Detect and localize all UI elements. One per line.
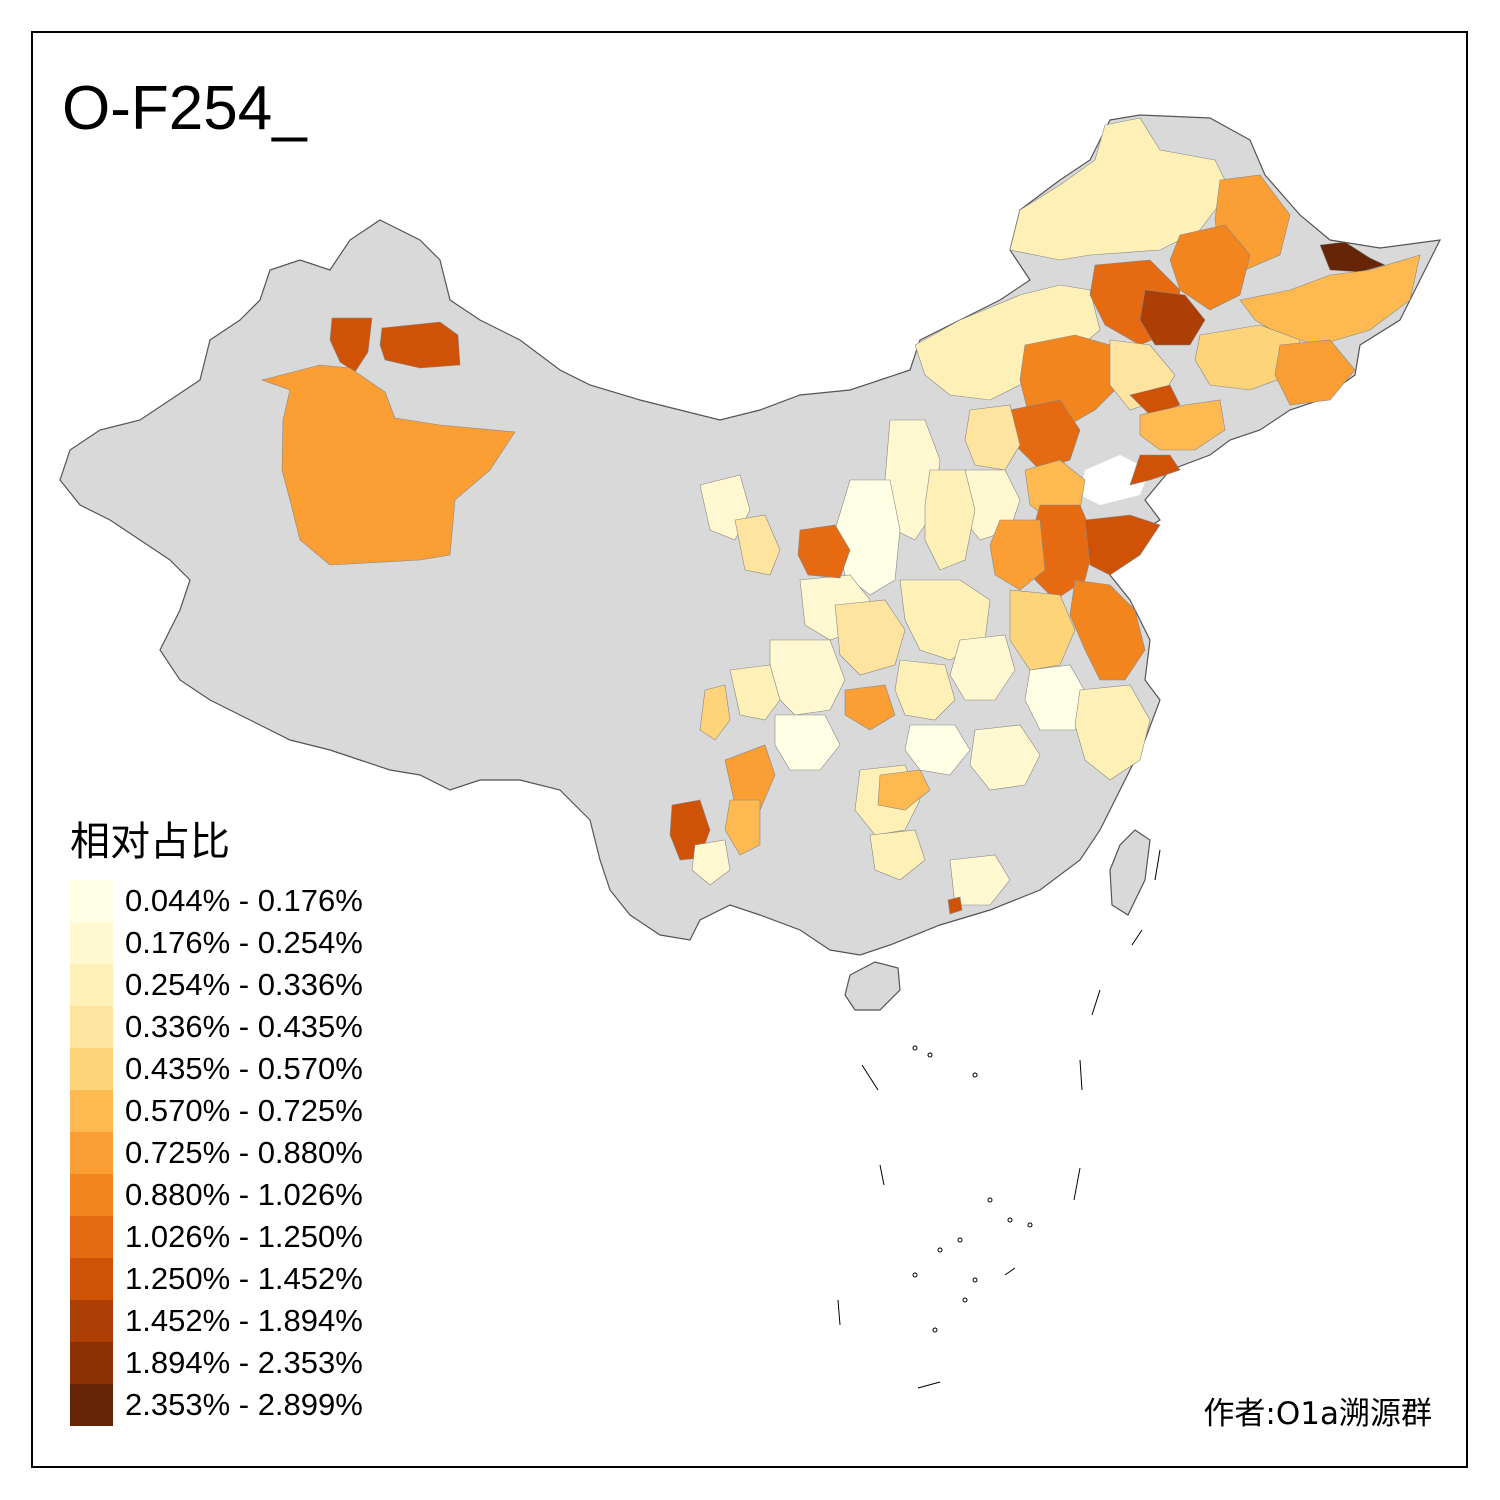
legend-item: 1.026% - 1.250% xyxy=(70,1216,363,1258)
region-area xyxy=(379,321,461,369)
legend-label: 1.026% - 1.250% xyxy=(125,1219,363,1254)
legend-rows: 0.044% - 0.176% 0.176% - 0.254% 0.254% - 0… xyxy=(70,880,363,1426)
legend-swatch xyxy=(70,1384,113,1426)
region-area xyxy=(1084,514,1161,576)
legend-swatch xyxy=(70,1342,113,1384)
region-area xyxy=(797,524,851,579)
region-area xyxy=(691,839,731,886)
legend-swatch xyxy=(70,964,113,1006)
region-area xyxy=(1319,241,1386,273)
region-area xyxy=(844,684,896,731)
legend-title: 相对占比 xyxy=(70,819,230,865)
legend-item: 0.880% - 1.026% xyxy=(70,1174,363,1216)
region-area xyxy=(774,714,841,771)
region-area xyxy=(1129,384,1181,416)
map-frame xyxy=(31,31,1468,1468)
legend-swatch xyxy=(70,1174,113,1216)
legend-label: 0.176% - 0.254% xyxy=(125,925,363,960)
legend-item: 0.570% - 0.725% xyxy=(70,1090,363,1132)
region-area xyxy=(969,724,1041,791)
legend-item: 0.044% - 0.176% xyxy=(70,880,363,922)
legend-item: 0.176% - 0.254% xyxy=(70,922,363,964)
region-area xyxy=(949,854,1011,906)
region-area xyxy=(834,599,906,676)
region-area xyxy=(1009,589,1076,671)
legend-item: 2.353% - 2.899% xyxy=(70,1384,363,1426)
legend-item: 1.894% - 2.353% xyxy=(70,1342,363,1384)
legend-swatch xyxy=(70,1300,113,1342)
legend-label: 0.435% - 0.570% xyxy=(125,1051,363,1086)
legend-swatch xyxy=(70,1048,113,1090)
region-area xyxy=(947,896,963,915)
legend-label: 0.254% - 0.336% xyxy=(125,967,363,1002)
region-area xyxy=(1139,399,1226,451)
region-area xyxy=(1169,224,1251,311)
region-area xyxy=(729,664,781,721)
region-area xyxy=(1024,664,1091,731)
legend-item: 0.254% - 0.336% xyxy=(70,964,363,1006)
legend-swatch xyxy=(70,922,113,964)
region-area xyxy=(1194,324,1301,391)
region-area xyxy=(904,724,971,776)
legend-label: 1.250% - 1.452% xyxy=(125,1261,363,1296)
legend-label: 0.725% - 0.880% xyxy=(125,1135,363,1170)
region-area xyxy=(1069,579,1146,681)
author-credit: 作者:O1a溯源群 xyxy=(1203,1396,1432,1432)
legend-label: 1.894% - 2.353% xyxy=(125,1345,363,1380)
region-area xyxy=(949,634,1016,701)
region-area xyxy=(989,519,1046,591)
legend-swatch xyxy=(70,1132,113,1174)
legend-label: 0.336% - 0.435% xyxy=(125,1009,363,1044)
region-area xyxy=(734,514,781,576)
region-fills xyxy=(260,117,1421,915)
legend-label: 1.452% - 1.894% xyxy=(125,1303,363,1338)
region-area xyxy=(724,799,761,856)
region-area xyxy=(260,364,516,566)
bohai-sea xyxy=(1080,455,1150,505)
region-area xyxy=(1074,684,1151,781)
legend-item: 0.725% - 0.880% xyxy=(70,1132,363,1174)
legend-swatch xyxy=(70,1258,113,1300)
region-area xyxy=(724,744,776,811)
hainan-island xyxy=(844,961,901,1011)
legend-label: 0.044% - 0.176% xyxy=(125,883,363,918)
south-china-sea-islands xyxy=(837,849,1161,1389)
region-area xyxy=(1274,339,1356,406)
region-area xyxy=(1129,454,1181,486)
region-area xyxy=(877,769,931,811)
map-title: O-F254_ xyxy=(62,74,307,143)
region-area xyxy=(1009,117,1231,261)
legend-item: 0.435% - 0.570% xyxy=(70,1048,363,1090)
region-area xyxy=(924,469,976,571)
region-area xyxy=(894,659,956,721)
legend-item: 0.336% - 0.435% xyxy=(70,1006,363,1048)
region-area xyxy=(869,829,926,881)
legend: 相对占比 0.044% - 0.176% 0.176% - 0.254% 0.254… xyxy=(70,818,363,1426)
region-area xyxy=(699,684,731,741)
legend-label: 0.570% - 0.725% xyxy=(125,1093,363,1128)
taiwan-island xyxy=(1109,829,1151,916)
region-area xyxy=(1139,289,1206,346)
legend-label: 2.353% - 2.899% xyxy=(125,1387,363,1422)
legend-item: 1.452% - 1.894% xyxy=(70,1300,363,1342)
legend-swatch xyxy=(70,1090,113,1132)
legend-label: 0.880% - 1.026% xyxy=(125,1177,363,1212)
legend-item: 1.250% - 1.452% xyxy=(70,1258,363,1300)
legend-swatch xyxy=(70,1216,113,1258)
legend-swatch xyxy=(70,1006,113,1048)
legend-swatch xyxy=(70,880,113,922)
